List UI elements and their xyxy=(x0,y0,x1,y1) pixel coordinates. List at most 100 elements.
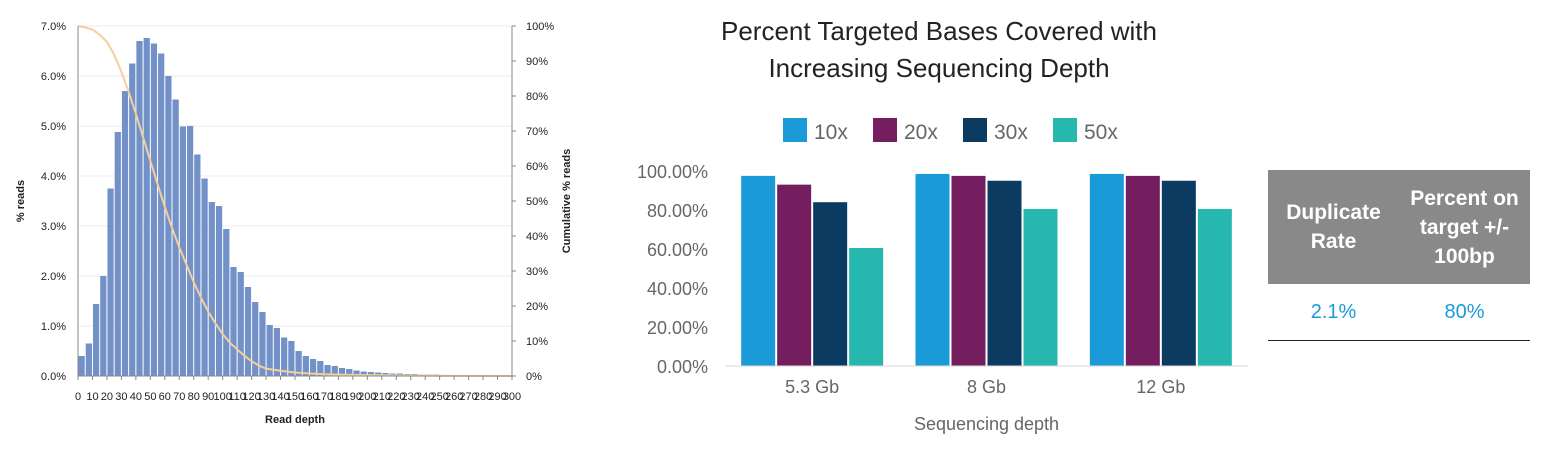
y-tick-label: 5.0% xyxy=(41,121,66,133)
value-duplicate-rate: 2.1% xyxy=(1310,300,1357,323)
x-tick-label: 180 xyxy=(329,391,347,403)
bar xyxy=(777,184,812,366)
x-tick-label: 160 xyxy=(300,391,318,403)
legend-swatch xyxy=(1053,118,1077,142)
y2-tick-label: 30% xyxy=(526,266,548,278)
x-tick-label: 290 xyxy=(488,391,506,403)
y2-tick-label: 10% xyxy=(526,336,548,348)
bar xyxy=(1197,209,1232,366)
value-percent-on-target: 80% xyxy=(1444,300,1485,323)
left-y-tick-labels: 0.0% 1.0% 2.0% 3.0% 4.0% 5.0% 6.0% 7.0% xyxy=(41,21,66,383)
x-tick-label: 20 xyxy=(101,391,113,403)
table-row: 2.1% 80% xyxy=(1268,284,1530,341)
left-x-tick-labels: 0 10 20 30 40 50 60 70 80 90 100110120130140150160… xyxy=(75,376,521,403)
x-tick-label: 8 Gb xyxy=(967,377,1006,397)
x-tick-label: 60 xyxy=(159,391,171,403)
x-tick-label: 230 xyxy=(402,391,420,403)
histogram-bar xyxy=(143,38,150,376)
x-tick-label: 190 xyxy=(344,391,362,403)
x-tick-label: 120 xyxy=(242,391,260,403)
y-tick-label: 3.0% xyxy=(41,221,66,233)
chart-title-line-1: Percent Targeted Bases Covered with xyxy=(721,16,1157,46)
bar xyxy=(1161,180,1196,366)
x-tick-label: 210 xyxy=(373,391,391,403)
y2-tick-label: 70% xyxy=(526,126,548,138)
x-tick-label: 100 xyxy=(213,391,231,403)
histogram-bar xyxy=(295,351,302,376)
histogram-bar xyxy=(317,361,324,376)
histogram-bar xyxy=(121,91,129,376)
y2-tick-label: 40% xyxy=(526,231,548,243)
legend: 10x 20x 30x 50x xyxy=(783,118,1118,144)
x-tick-label: 12 Gb xyxy=(1136,377,1185,397)
histogram-bar xyxy=(100,276,107,376)
bar xyxy=(915,173,950,366)
y-tick-label: 4.0% xyxy=(41,171,66,183)
y-tick-label: 0.00% xyxy=(657,357,708,377)
histogram-bar xyxy=(309,359,317,376)
histogram-bar xyxy=(194,154,201,376)
y-tick-label: 0.0% xyxy=(41,371,66,383)
right-x-tick-labels: 5.3 Gb 8 Gb 12 Gb xyxy=(785,377,1185,397)
left-y2-tick-labels: 0% 10% 20% 30% 40% 50% 60% 70% 80% 90% 100% xyxy=(512,21,554,383)
histogram-bar xyxy=(288,341,295,376)
histogram-bar xyxy=(85,343,92,376)
histogram-bar xyxy=(136,41,143,376)
left-y2-axis-title: Cumulative % reads xyxy=(561,149,573,254)
y2-tick-label: 90% xyxy=(526,56,548,68)
header-percent-on-target: Percent on target +/- 100bp xyxy=(1410,186,1519,268)
x-tick-label: 200 xyxy=(358,391,376,403)
y-tick-label: 40.00% xyxy=(647,279,708,299)
x-tick-label: 50 xyxy=(144,391,156,403)
y-tick-label: 20.00% xyxy=(647,318,708,338)
x-tick-label: 170 xyxy=(315,391,333,403)
table-header-row: Duplicate Rate Percent on target +/- 100… xyxy=(1268,170,1530,284)
y2-tick-label: 0% xyxy=(526,371,542,383)
x-tick-label: 280 xyxy=(474,391,492,403)
histogram-bar xyxy=(331,366,338,376)
histogram-bar xyxy=(92,304,100,376)
histogram-bar xyxy=(158,53,165,376)
legend-swatch xyxy=(783,118,807,142)
histogram-bar xyxy=(375,372,382,376)
x-tick-label: 250 xyxy=(430,391,448,403)
histogram-bar xyxy=(223,229,230,376)
x-tick-label: 110 xyxy=(228,391,246,403)
histogram-bar xyxy=(346,369,353,376)
histogram-bar xyxy=(208,202,215,376)
y-tick-label: 60.00% xyxy=(647,240,708,260)
histogram-bar xyxy=(302,356,309,376)
histogram-bar xyxy=(179,126,186,376)
bar xyxy=(1089,173,1124,366)
legend-label: 50x xyxy=(1084,121,1118,144)
y2-tick-label: 20% xyxy=(526,301,548,313)
histogram-bar xyxy=(201,178,208,376)
histogram-bar xyxy=(338,368,346,376)
histogram-bar xyxy=(259,312,266,376)
y2-tick-label: 50% xyxy=(526,196,548,208)
legend-label: 20x xyxy=(904,121,938,144)
x-tick-label: 240 xyxy=(416,391,434,403)
cumulative-line xyxy=(77,25,513,377)
histogram-bar xyxy=(129,63,136,376)
histogram-bar xyxy=(353,370,360,376)
histogram-bar xyxy=(165,76,172,376)
x-tick-label: 10 xyxy=(86,391,98,403)
x-tick-label: 260 xyxy=(445,391,463,403)
chart-title-line-2: Increasing Sequencing Depth xyxy=(768,53,1109,83)
right-bars xyxy=(741,173,1232,366)
left-axes xyxy=(77,26,513,377)
y-tick-label: 1.0% xyxy=(41,321,66,333)
bar xyxy=(741,175,776,366)
bar xyxy=(951,175,986,366)
coverage-bar-chart: Percent Targeted Bases Covered with Incr… xyxy=(637,16,1248,434)
histogram-bar xyxy=(237,272,244,376)
histogram-bar xyxy=(367,372,375,376)
histogram-bar xyxy=(266,325,273,376)
read-depth-histogram: 0 10 20 30 40 50 60 70 80 90 100110120130140150160… xyxy=(15,21,573,426)
left-bars xyxy=(78,38,512,376)
histogram-bar xyxy=(150,43,158,376)
y-tick-label: 7.0% xyxy=(41,21,66,33)
x-tick-label: 5.3 Gb xyxy=(785,377,839,397)
bar xyxy=(1023,209,1058,366)
